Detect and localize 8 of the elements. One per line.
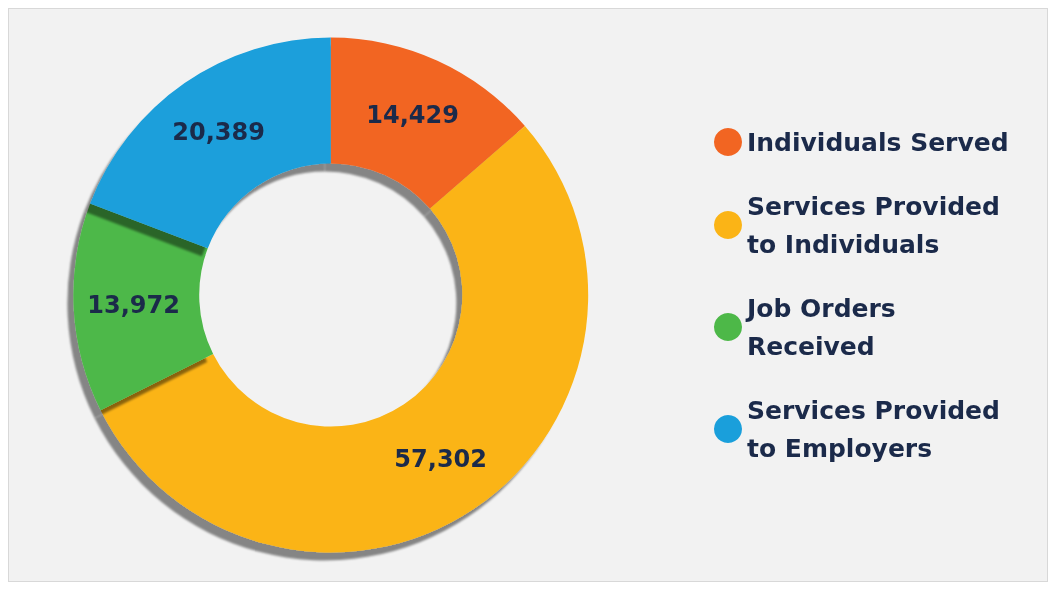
legend-label: Services Provided to Employers xyxy=(747,395,1009,463)
data-label: 20,389 xyxy=(172,118,265,147)
data-label: 14,429 xyxy=(366,101,459,130)
legend-label: Services Provided to Individuals xyxy=(747,191,1009,259)
legend-label: Job Orders Received xyxy=(745,293,905,361)
legend-label: Individuals Served xyxy=(747,127,1009,157)
data-label: 57,302 xyxy=(394,445,487,474)
data-label: 13,972 xyxy=(87,290,180,319)
